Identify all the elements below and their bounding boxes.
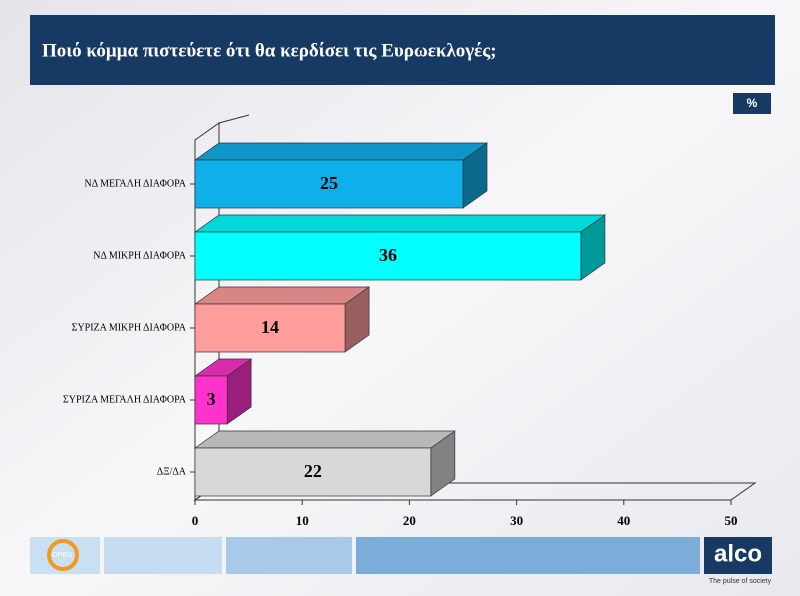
title-bar xyxy=(30,15,775,85)
value-label: 14 xyxy=(261,317,279,337)
x-tick-label: 30 xyxy=(510,513,523,528)
footer-brand: alco xyxy=(714,540,762,567)
plot: 0 10 20 30 40 50 25 ΝΔ ΜΕΓΑΛΗ ΔΙΑΦΟΡΑ 36 ΝΔ ΜΙΚΡΗ… xyxy=(63,114,757,528)
bar-top xyxy=(193,214,607,233)
y-tick-label: ΝΔ ΜΙΚΡΗ ΔΙΑΦΟΡΑ xyxy=(93,250,187,261)
x-tick-label: 50 xyxy=(725,513,738,528)
value-label: 3 xyxy=(207,389,216,409)
x-tick-label: 40 xyxy=(617,513,630,528)
footer-tagline: The pulse of society xyxy=(709,578,772,585)
bar-top xyxy=(193,430,456,449)
y-tick-label: ΝΔ ΜΕΓΑΛΗ ΔΙΑΦΟΡΑ xyxy=(85,178,187,189)
y-tick-label: ΣΥΡΙΖΑ ΜΙΚΡΗ ΔΙΑΦΟΡΑ xyxy=(72,322,187,333)
footer-band xyxy=(226,537,352,574)
value-label: 36 xyxy=(379,245,397,265)
x-tick-label: 10 xyxy=(296,513,309,528)
bar-front xyxy=(194,159,464,209)
x-tick-label: 0 xyxy=(192,513,199,528)
y-tick-label: ΣΥΡΙΖΑ ΜΕΓΑΛΗ ΔΙΑΦΟΡΑ xyxy=(63,394,187,405)
bar xyxy=(193,430,456,497)
bar-top xyxy=(193,286,371,305)
logo-ring xyxy=(47,539,79,571)
x-tick-label: 20 xyxy=(403,513,416,528)
value-label: 25 xyxy=(320,173,338,193)
bar-front xyxy=(194,447,432,497)
y-tick-label: ΔΞ/ΔΑ xyxy=(157,466,187,477)
footer-band xyxy=(104,537,222,574)
bar xyxy=(193,142,489,209)
unit-label: % xyxy=(747,96,758,110)
bar xyxy=(193,214,607,281)
bar xyxy=(193,286,371,353)
value-label: 22 xyxy=(304,461,322,481)
back-wall-edge xyxy=(218,114,250,124)
bar-top xyxy=(193,142,489,161)
unit-box xyxy=(733,93,771,114)
bar-front xyxy=(194,231,582,281)
footer-logo-text: OPEN xyxy=(52,552,72,559)
bar xyxy=(193,358,253,425)
footer-band xyxy=(356,537,700,574)
chart-title: Ποιό κόμμα πιστεύετε ότι θα κερδίσει τις… xyxy=(42,40,497,61)
footer-brand-box xyxy=(704,537,772,574)
